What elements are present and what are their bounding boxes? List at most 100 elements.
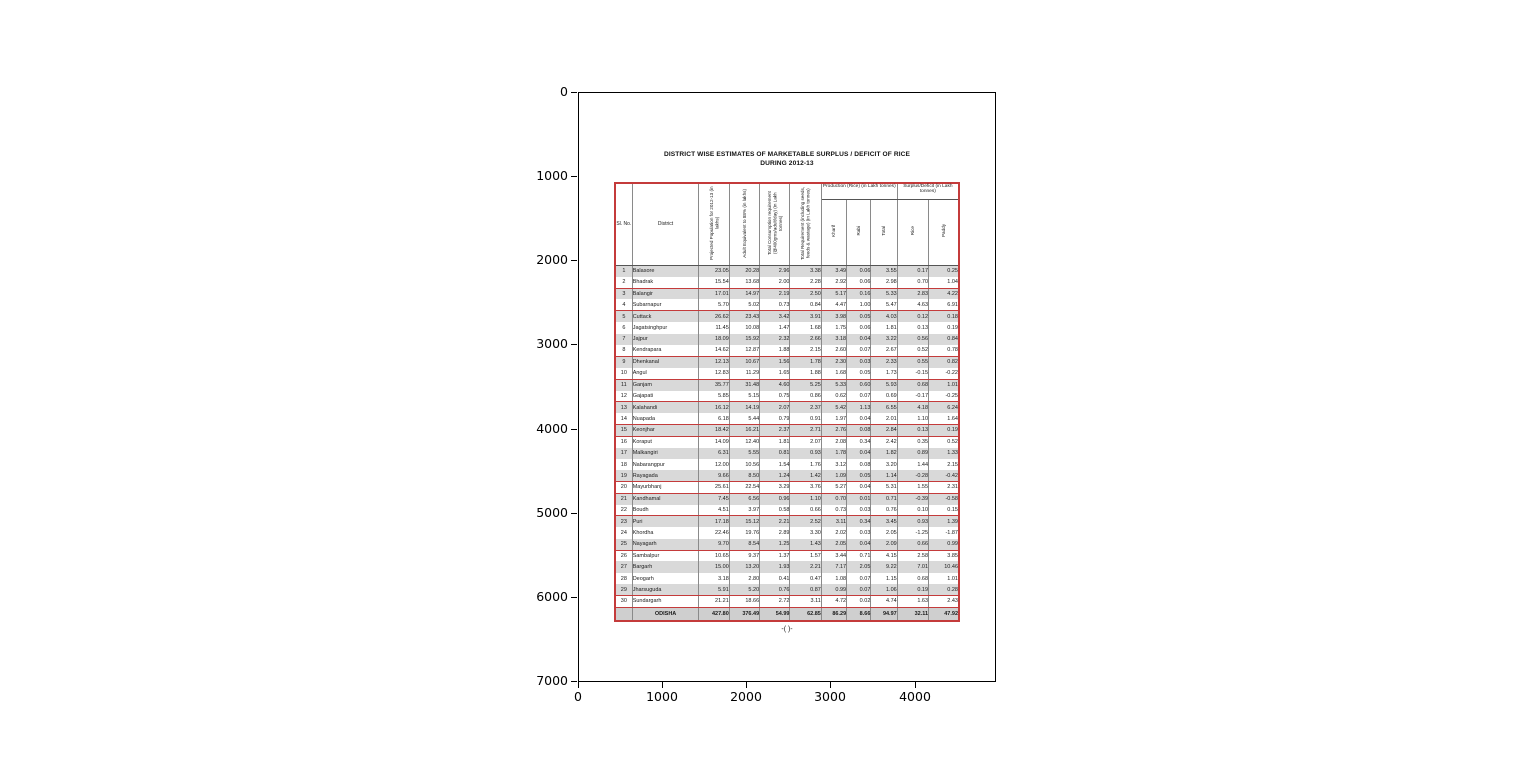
- value-cell: 5.47: [870, 299, 898, 312]
- value-cell: 0.93: [896, 515, 930, 528]
- value-cell: 0.99: [820, 584, 848, 597]
- y-tick-mark: [571, 429, 577, 430]
- value-cell: 2.15: [789, 345, 822, 357]
- value-cell: 0.13: [896, 424, 930, 437]
- value-cell: 10.56: [728, 458, 761, 471]
- value-cell: 18.42: [698, 424, 730, 437]
- x-tick-mark: [830, 682, 831, 688]
- district-cell: Jagatsinghpur: [631, 322, 700, 334]
- total-value-cell: 62.85: [789, 606, 822, 622]
- value-cell: 2.98: [870, 276, 898, 289]
- table-row: 13 Kalahandi 16.12 14.19 2.07 2.37 5.42 1.13 6.5…: [614, 401, 960, 414]
- value-cell: 5.02: [728, 299, 761, 312]
- value-cell: 0.66: [896, 538, 930, 551]
- value-cell: 0.99: [928, 538, 960, 551]
- district-cell: Dhenkanal: [631, 356, 700, 368]
- value-cell: 3.29: [759, 481, 791, 494]
- value-cell: -0.28: [896, 470, 930, 483]
- sl-cell: 25: [614, 538, 633, 551]
- value-cell: 5.55: [728, 447, 761, 459]
- value-cell: 4.60: [759, 379, 791, 391]
- y-tick-mark: [571, 92, 577, 93]
- column-header-total-consumption-label: Total Consumption requirement (@400gms/a…: [766, 191, 783, 255]
- value-cell: 0.03: [846, 356, 872, 368]
- value-cell: 5.44: [728, 413, 761, 426]
- value-cell: 0.96: [759, 493, 791, 505]
- table-row: 9 Dhenkanal 12.13 10.67 1.56 1.78 2.30 0.03 2.33…: [614, 356, 960, 368]
- value-cell: 2.31: [928, 481, 960, 494]
- column-header-total-requirement-label: Total Requirement (including seeds, feed…: [800, 186, 811, 260]
- value-cell: 0.05: [846, 310, 872, 323]
- value-cell: 31.48: [728, 379, 761, 391]
- table-row: 14 Nuapada 6.18 5.44 0.79 0.91 1.97 0.04 2.01 1.1…: [614, 413, 960, 426]
- value-cell: 1.75: [820, 322, 848, 334]
- y-tick-label: 0: [560, 84, 568, 99]
- value-cell: 12.13: [698, 356, 730, 368]
- value-cell: 2.21: [759, 515, 791, 528]
- table-row: 24 Khordha 22.46 19.76 2.89 3.30 2.02 0.03 2.05-…: [614, 527, 960, 539]
- value-cell: 3.11: [789, 595, 822, 608]
- value-cell: 2.92: [820, 276, 848, 289]
- value-cell: 0.89: [896, 447, 930, 459]
- district-cell: Malkangiri: [631, 447, 700, 459]
- total-value-cell: 8.66: [846, 606, 872, 622]
- value-cell: 0.34: [846, 515, 872, 528]
- y-tick-mark: [571, 681, 577, 682]
- sl-cell: 30: [614, 595, 633, 608]
- value-cell: 0.71: [846, 550, 872, 562]
- value-cell: 2.42: [870, 436, 898, 448]
- value-cell: 0.04: [846, 481, 872, 494]
- value-cell: 2.28: [789, 276, 822, 289]
- value-cell: 2.37: [789, 401, 822, 414]
- value-cell: 11.29: [728, 367, 761, 380]
- value-cell: 3.18: [698, 572, 730, 585]
- sl-cell: 15: [614, 424, 633, 437]
- value-cell: 0.73: [759, 299, 791, 312]
- sl-cell: 27: [614, 561, 633, 573]
- value-cell: 1.68: [820, 367, 848, 380]
- value-cell: 2.02: [820, 527, 848, 539]
- value-cell: 2.19: [759, 288, 791, 300]
- value-cell: 15.54: [698, 276, 730, 289]
- value-cell: 1.01: [928, 379, 960, 391]
- value-cell: 0.28: [928, 584, 960, 597]
- sl-cell: 2: [614, 276, 633, 289]
- value-cell: 2.08: [820, 436, 848, 448]
- value-cell: 2.60: [820, 345, 848, 357]
- value-cell: 13.20: [728, 561, 761, 573]
- y-tick-label: 3000: [536, 336, 568, 351]
- value-cell: 1.44: [896, 458, 930, 471]
- value-cell: 2.21: [789, 561, 822, 573]
- y-tick-label: 5000: [536, 505, 568, 520]
- value-cell: 4.51: [698, 504, 730, 517]
- value-cell: 3.12: [820, 458, 848, 471]
- value-cell: 3.85: [928, 550, 960, 562]
- district-cell: Jajpur: [631, 333, 700, 346]
- value-cell: 0.04: [846, 413, 872, 426]
- value-cell: 9.22: [870, 561, 898, 573]
- value-cell: 0.07: [846, 390, 872, 403]
- value-cell: 1.10: [789, 493, 822, 505]
- value-cell: 1.55: [896, 481, 930, 494]
- total-value-cell: 427.80: [698, 606, 730, 622]
- value-cell: 2.15: [928, 458, 960, 471]
- y-tick-label: 2000: [536, 252, 568, 267]
- value-cell: 0.62: [820, 390, 848, 403]
- sl-cell: 6: [614, 322, 633, 334]
- value-cell: 1.81: [870, 322, 898, 334]
- value-cell: 2.83: [896, 288, 930, 300]
- value-cell: 0.15: [928, 504, 960, 517]
- x-tick-label: 0: [574, 689, 582, 704]
- value-cell: 0.84: [928, 333, 960, 346]
- value-cell: 3.30: [789, 527, 822, 539]
- value-cell: 1.42: [789, 470, 822, 483]
- value-cell: 2.80: [728, 572, 761, 585]
- table-row: 12 Gajapati 5.85 5.15 0.75 0.86 0.62 0.07 0.69 -0…: [614, 390, 960, 403]
- value-cell: 1.63: [896, 595, 930, 608]
- sl-cell: 3: [614, 288, 633, 300]
- value-cell: 1.24: [759, 470, 791, 483]
- table-row: 29 Jharsuguda 5.91 5.20 0.76 0.87 0.99 0.07 1.06…: [614, 584, 960, 597]
- column-group-production: Production (Rice) (in Lakh tonnes): [820, 183, 898, 200]
- value-cell: 1.76: [789, 458, 822, 471]
- value-cell: 4.63: [896, 299, 930, 312]
